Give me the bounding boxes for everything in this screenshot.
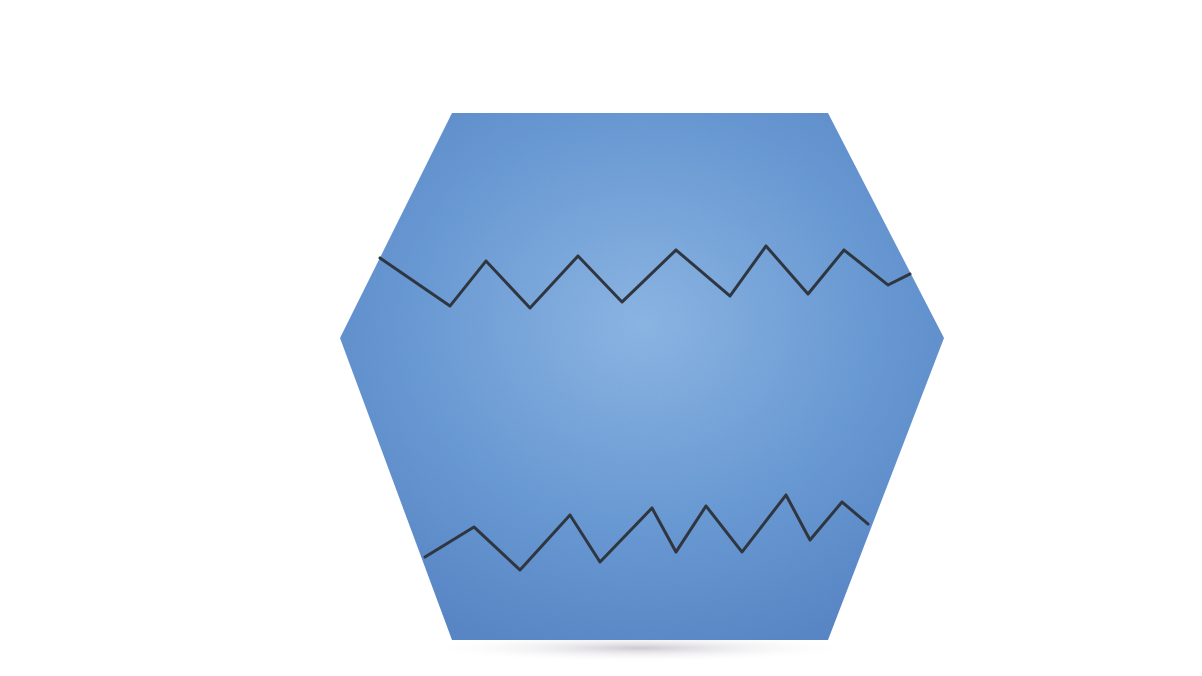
- upper-zigzag-line: [378, 244, 912, 310]
- vase-shadow: [425, 634, 855, 662]
- lower-zigzag-line: [423, 493, 870, 572]
- vase-body: [340, 113, 944, 640]
